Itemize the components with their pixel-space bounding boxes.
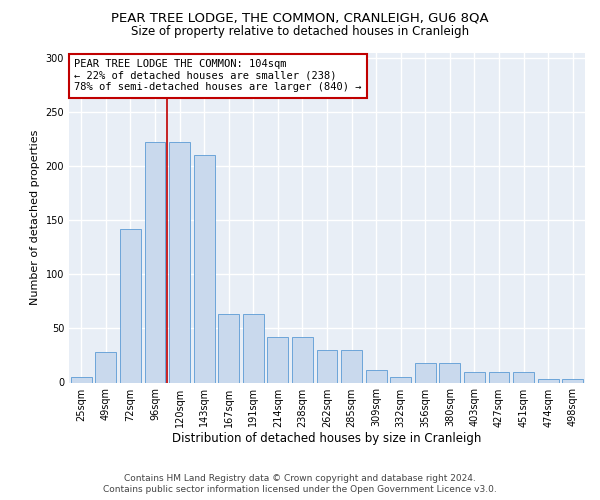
Bar (120, 229, 141, 382)
Bar (513, 372, 534, 382)
Bar (95, 352, 116, 382)
Bar (268, 337, 289, 382)
Bar (439, 363, 460, 382)
Text: PEAR TREE LODGE THE COMMON: 104sqm
← 22% of detached houses are smaller (238)
78: PEAR TREE LODGE THE COMMON: 104sqm ← 22%… (74, 59, 362, 92)
Y-axis label: Number of detached properties: Number of detached properties (30, 130, 40, 305)
Bar (562, 380, 583, 382)
X-axis label: Distribution of detached houses by size in Cranleigh: Distribution of detached houses by size … (172, 432, 482, 446)
Bar (415, 363, 436, 382)
Bar (365, 370, 386, 382)
Bar (390, 377, 411, 382)
Text: Contains HM Land Registry data © Crown copyright and database right 2024.
Contai: Contains HM Land Registry data © Crown c… (103, 474, 497, 494)
Bar (145, 142, 166, 382)
Bar (538, 380, 559, 382)
Bar (71, 377, 92, 382)
Text: Size of property relative to detached houses in Cranleigh: Size of property relative to detached ho… (131, 25, 469, 38)
Text: PEAR TREE LODGE, THE COMMON, CRANLEIGH, GU6 8QA: PEAR TREE LODGE, THE COMMON, CRANLEIGH, … (111, 12, 489, 24)
Bar (341, 350, 362, 382)
Bar (317, 350, 337, 382)
Bar (218, 314, 239, 382)
Bar (169, 142, 190, 382)
Bar (292, 337, 313, 382)
Bar (464, 372, 485, 382)
Bar (488, 372, 509, 382)
Bar (243, 314, 264, 382)
Bar (194, 156, 215, 382)
